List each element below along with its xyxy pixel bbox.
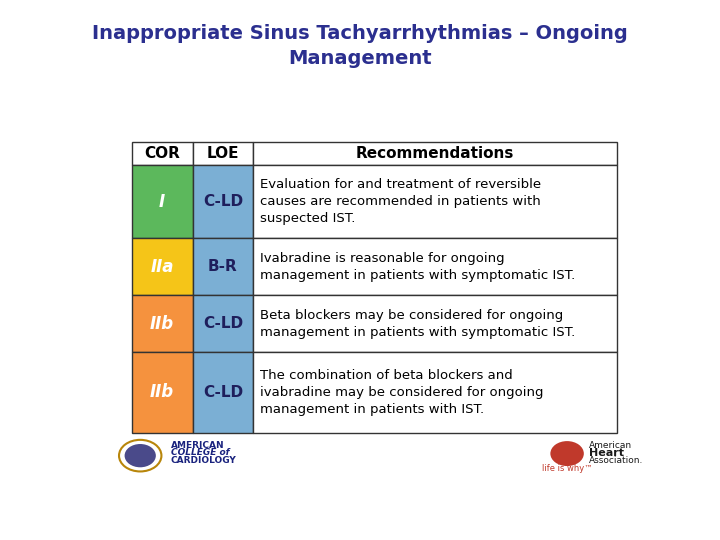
Bar [253, 238, 617, 295]
Bar [132, 352, 192, 433]
Text: I: I [159, 193, 166, 211]
Text: Recommendations: Recommendations [356, 146, 515, 161]
Circle shape [550, 441, 584, 466]
Text: Beta blockers may be considered for ongoing
management in patients with symptoma: Beta blockers may be considered for ongo… [260, 309, 575, 339]
Text: Ivabradine is reasonable for ongoing
management in patients with symptomatic IST: Ivabradine is reasonable for ongoing man… [260, 252, 575, 282]
Bar [192, 238, 253, 295]
Bar [253, 165, 617, 238]
Bar [192, 352, 253, 433]
Text: IIb: IIb [150, 315, 174, 333]
Text: The combination of beta blockers and
ivabradine may be considered for ongoing
ma: The combination of beta blockers and iva… [260, 369, 544, 416]
Text: American: American [590, 441, 633, 450]
Text: life is why™: life is why™ [541, 464, 593, 473]
Bar [253, 295, 617, 352]
Circle shape [125, 444, 156, 467]
Text: Association.: Association. [590, 456, 644, 465]
Text: CARDIOLOGY: CARDIOLOGY [171, 456, 237, 465]
Text: LOE: LOE [207, 146, 239, 161]
Text: Heart: Heart [590, 448, 624, 458]
Text: IIb: IIb [150, 383, 174, 401]
Text: C-LD: C-LD [203, 385, 243, 400]
Text: Inappropriate Sinus Tachyarrhythmias – Ongoing
Management: Inappropriate Sinus Tachyarrhythmias – O… [92, 24, 628, 68]
Bar [132, 238, 192, 295]
Text: C-LD: C-LD [203, 194, 243, 209]
Bar [132, 295, 192, 352]
Text: C-LD: C-LD [203, 316, 243, 331]
Text: Evaluation for and treatment of reversible
causes are recommended in patients wi: Evaluation for and treatment of reversib… [260, 178, 541, 225]
Text: AMERICAN: AMERICAN [171, 441, 225, 450]
Bar [192, 141, 253, 165]
Bar [253, 141, 617, 165]
Text: IIa: IIa [150, 258, 174, 276]
Bar [132, 141, 192, 165]
Text: COLLEGE of: COLLEGE of [171, 448, 230, 457]
Bar [192, 165, 253, 238]
Text: B-R: B-R [208, 259, 238, 274]
Text: COR: COR [144, 146, 180, 161]
Bar [132, 165, 192, 238]
Bar [253, 352, 617, 433]
Bar [192, 295, 253, 352]
